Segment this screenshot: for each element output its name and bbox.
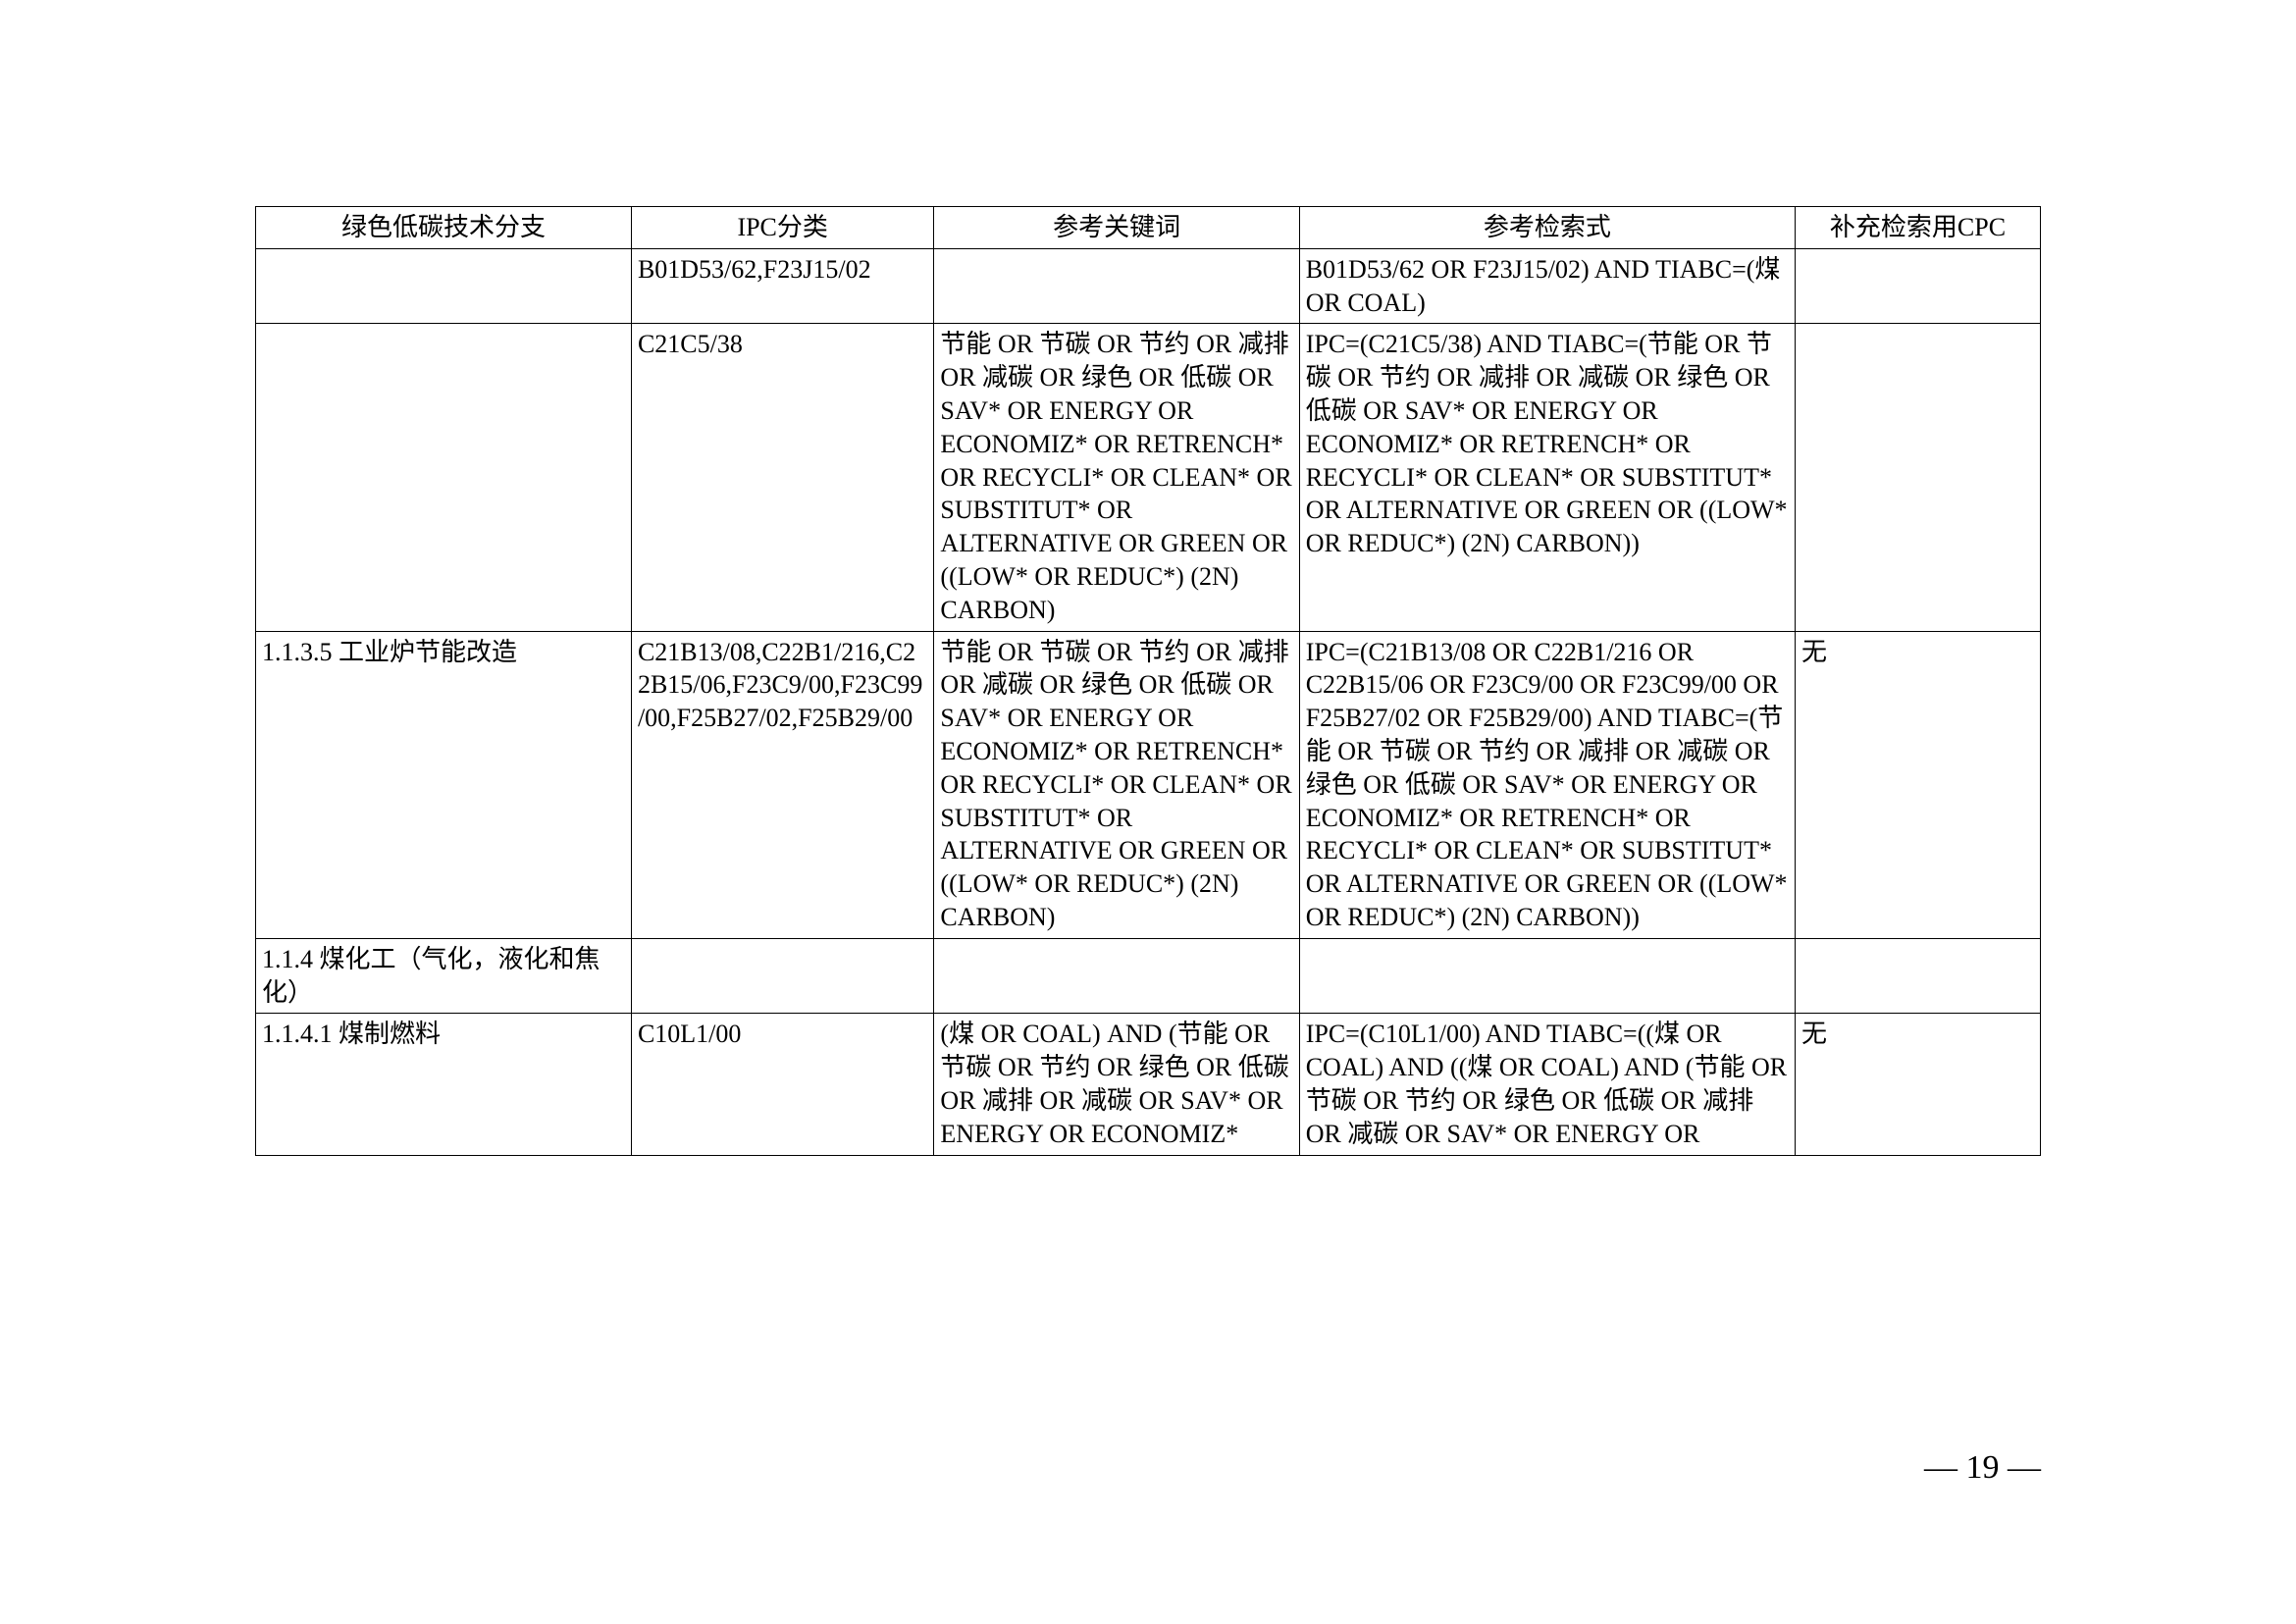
- cell-cpc: 无: [1795, 631, 2040, 938]
- cell-search: IPC=(C10L1/00) AND TIABC=((煤 OR COAL) AN…: [1299, 1014, 1795, 1155]
- classification-table: 绿色低碳技术分支 IPC分类 参考关键词 参考检索式 补充检索用CPC B01D…: [255, 206, 2041, 1156]
- header-branch: 绿色低碳技术分支: [256, 207, 632, 249]
- header-cpc: 补充检索用CPC: [1795, 207, 2040, 249]
- cell-ipc: C10L1/00: [631, 1014, 933, 1155]
- table-row: 1.1.4 煤化工（气化，液化和焦化）: [256, 938, 2041, 1014]
- cell-search: IPC=(C21B13/08 OR C22B1/216 OR C22B15/06…: [1299, 631, 1795, 938]
- cell-ipc: C21C5/38: [631, 324, 933, 631]
- cell-cpc: [1795, 324, 2040, 631]
- table-row: C21C5/38 节能 OR 节碳 OR 节约 OR 减排 OR 减碳 OR 绿…: [256, 324, 2041, 631]
- header-ipc: IPC分类: [631, 207, 933, 249]
- document-page: 绿色低碳技术分支 IPC分类 参考关键词 参考检索式 补充检索用CPC B01D…: [0, 0, 2296, 1624]
- cell-search: B01D53/62 OR F23J15/02) AND TIABC=(煤 OR …: [1299, 248, 1795, 324]
- cell-ipc: C21B13/08,C22B1/216,C22B15/06,F23C9/00,F…: [631, 631, 933, 938]
- table-header-row: 绿色低碳技术分支 IPC分类 参考关键词 参考检索式 补充检索用CPC: [256, 207, 2041, 249]
- cell-keywords: 节能 OR 节碳 OR 节约 OR 减排 OR 减碳 OR 绿色 OR 低碳 O…: [934, 631, 1299, 938]
- cell-ipc: [631, 938, 933, 1014]
- header-keywords: 参考关键词: [934, 207, 1299, 249]
- cell-branch: 1.1.4 煤化工（气化，液化和焦化）: [256, 938, 632, 1014]
- page-number: — 19 —: [1924, 1449, 2041, 1487]
- cell-cpc: [1795, 938, 2040, 1014]
- cell-ipc: B01D53/62,F23J15/02: [631, 248, 933, 324]
- cell-branch: [256, 248, 632, 324]
- cell-keywords: 节能 OR 节碳 OR 节约 OR 减排 OR 减碳 OR 绿色 OR 低碳 O…: [934, 324, 1299, 631]
- cell-branch: 1.1.3.5 工业炉节能改造: [256, 631, 632, 938]
- cell-branch: 1.1.4.1 煤制燃料: [256, 1014, 632, 1155]
- cell-cpc: 无: [1795, 1014, 2040, 1155]
- table-row: 1.1.4.1 煤制燃料 C10L1/00 (煤 OR COAL) AND (节…: [256, 1014, 2041, 1155]
- cell-branch: [256, 324, 632, 631]
- cell-keywords: [934, 938, 1299, 1014]
- header-search: 参考检索式: [1299, 207, 1795, 249]
- cell-cpc: [1795, 248, 2040, 324]
- cell-keywords: (煤 OR COAL) AND (节能 OR 节碳 OR 节约 OR 绿色 OR…: [934, 1014, 1299, 1155]
- table-row: 1.1.3.5 工业炉节能改造 C21B13/08,C22B1/216,C22B…: [256, 631, 2041, 938]
- cell-search: [1299, 938, 1795, 1014]
- table-row: B01D53/62,F23J15/02 B01D53/62 OR F23J15/…: [256, 248, 2041, 324]
- cell-search: IPC=(C21C5/38) AND TIABC=(节能 OR 节碳 OR 节约…: [1299, 324, 1795, 631]
- cell-keywords: [934, 248, 1299, 324]
